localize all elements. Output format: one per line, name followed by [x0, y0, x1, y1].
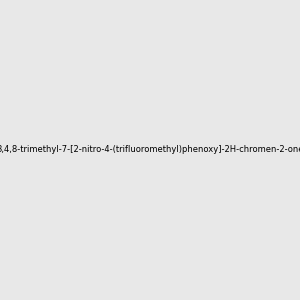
Text: 3,4,8-trimethyl-7-[2-nitro-4-(trifluoromethyl)phenoxy]-2H-chromen-2-one: 3,4,8-trimethyl-7-[2-nitro-4-(trifluorom…	[0, 146, 300, 154]
